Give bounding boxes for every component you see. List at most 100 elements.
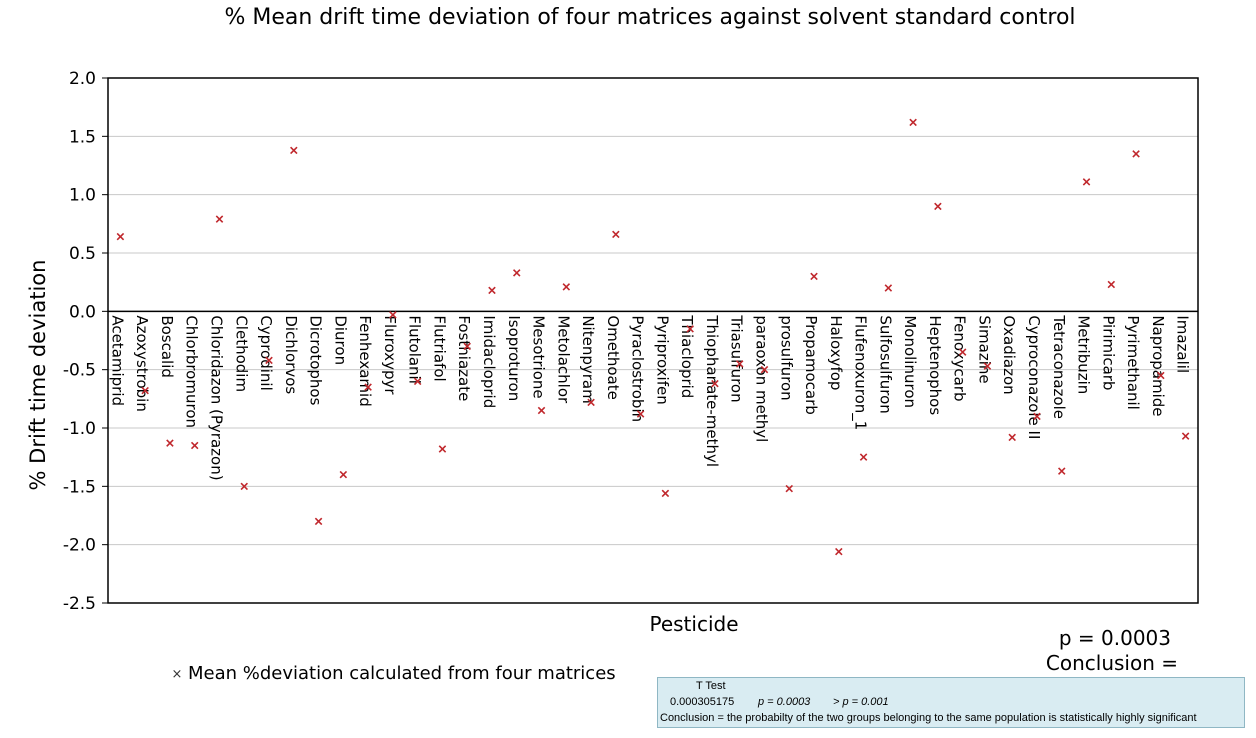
data-point <box>934 202 942 211</box>
y-axis-label: % Drift time deviation <box>26 260 50 491</box>
x-tick-label: Pyraclostrobin <box>629 315 647 422</box>
x-tick-label: Diuron <box>331 315 349 365</box>
y-tick-label: -2.0 <box>63 536 96 556</box>
t-test-threshold: > p = 0.001 <box>833 696 889 708</box>
x-tick-label: Oxadiazon <box>1000 315 1018 394</box>
x-tick-label: Nitenpyram <box>579 315 597 403</box>
data-point <box>215 215 224 223</box>
x-tick-label: Thiacloprid <box>678 314 696 398</box>
x-tick-label: Flutolanil <box>406 315 424 384</box>
x-tick-label: Flutriafol <box>430 315 448 381</box>
data-point <box>612 230 620 239</box>
data-point <box>1057 467 1066 475</box>
t-test-title: T Test <box>696 680 726 692</box>
conclusion-annotation: Conclusion = <box>1046 651 1178 675</box>
x-tick-label: Imidacloprid <box>480 315 498 408</box>
x-tick-label: Chlorbromuron <box>183 315 201 428</box>
data-point <box>290 146 298 155</box>
data-point <box>190 441 199 450</box>
data-point <box>1132 150 1140 158</box>
p-value-annotation: p = 0.0003 <box>1059 626 1171 650</box>
y-tick-label: -1.0 <box>63 419 96 439</box>
data-point <box>661 489 670 498</box>
y-tick-label: -2.5 <box>63 594 96 614</box>
data-point <box>1157 371 1165 380</box>
x-tick-label: Flufenoxuron_1 <box>851 315 870 430</box>
data-point <box>835 547 843 556</box>
x-tick-label: Tetraconazole <box>1050 314 1068 419</box>
y-tick-label: 0.0 <box>69 302 96 322</box>
data-point <box>265 356 273 365</box>
x-tick-label: Isoproturon <box>505 315 523 401</box>
data-point <box>141 386 149 395</box>
y-axis-ticks: 2.0 1.5 1.0 0.5 0.0 -0.5 -1.0 -1.5 -2.0 -2.5 <box>63 69 108 614</box>
y-tick-label: 1.0 <box>69 186 96 206</box>
x-tick-label: Clethodim <box>232 315 250 392</box>
data-point <box>884 284 893 292</box>
data-point <box>859 453 868 461</box>
x-tick-label: Mesotrione <box>530 315 548 398</box>
x-tick-label: paraoxon methyl <box>752 315 770 442</box>
t-test-raw-value: 0.000305175 <box>670 696 735 708</box>
x-tick-label: Simazine <box>975 315 993 383</box>
x-tick-label: Pirimicarb <box>1099 315 1117 390</box>
data-point <box>364 383 372 391</box>
data-point <box>116 232 125 241</box>
x-tick-label: prosulfuron <box>777 315 795 400</box>
data-point <box>1181 432 1190 440</box>
x-tick-label: Thiophanate-methyl <box>703 314 721 467</box>
x-tick-label: Dichlorvos <box>282 315 300 394</box>
x-tick-label: Imazalil <box>1174 315 1192 373</box>
data-point <box>240 482 249 491</box>
y-tick-label: 2.0 <box>69 69 96 89</box>
x-tick-label: Fenhexamid <box>356 315 374 406</box>
data-point <box>488 286 496 295</box>
x-tick-label: Heptenophos <box>926 315 944 415</box>
data-point <box>314 517 323 526</box>
t-test-conclusion: Conclusion = the probabilty of the two g… <box>660 712 1197 724</box>
data-point <box>983 362 992 370</box>
data-point <box>389 311 397 319</box>
x-tick-label: Boscalid <box>158 315 176 378</box>
y-tick-label: 1.5 <box>69 127 96 147</box>
x-tick-label: Cyproconazole II <box>1025 315 1043 439</box>
x-tick-label: Chloridazon (Pyrazon) <box>207 315 225 480</box>
data-point <box>339 470 348 479</box>
t-test-p-value: p = 0.0003 <box>758 696 811 708</box>
data-point <box>587 398 595 407</box>
data-point <box>958 348 967 356</box>
x-tick-label: Metolachlor <box>554 315 572 404</box>
x-tick-label: Metribuzin <box>1075 315 1093 394</box>
data-point <box>1008 433 1016 442</box>
x-tick-label: Fosthiazate <box>455 315 473 401</box>
x-axis-category-labels: Acetamiprid Azoxystrobin Boscalid Chlorbrom… <box>108 314 1191 480</box>
x-tick-label: Cyprodinil <box>257 315 275 390</box>
grid <box>108 135 1198 546</box>
data-point <box>760 365 769 374</box>
x-tick-label: Monolinuron <box>901 315 919 408</box>
x-tick-label: Propamocarb <box>802 315 820 414</box>
x-tick-label: Napropamide <box>1149 315 1167 416</box>
data-point <box>686 325 694 333</box>
x-tick-label: Azoxystrobin <box>133 315 151 412</box>
legend-marker: × <box>172 667 183 682</box>
data-point <box>537 406 546 415</box>
plot-area <box>107 77 1199 604</box>
t-test-panel: T Test 0.000305175 p = 0.0003 > p = 0.00… <box>657 677 1245 728</box>
x-tick-label: Triasulfuron <box>728 314 746 402</box>
data-point <box>166 439 174 447</box>
data-point <box>785 484 794 493</box>
data-point <box>636 410 645 418</box>
data-point <box>735 360 744 368</box>
x-tick-label: Acetamiprid <box>108 315 126 406</box>
data-points <box>116 118 1190 556</box>
y-tick-label: 0.5 <box>69 244 96 264</box>
x-tick-label: Haloxyfop <box>827 315 845 390</box>
data-point <box>562 283 571 291</box>
chart-title: % Mean drift time deviation of four matr… <box>224 5 1075 30</box>
data-point <box>1033 412 1041 421</box>
x-tick-label: Dicrotophos <box>307 315 325 405</box>
x-tick-label: Pyriproxifen <box>653 315 671 404</box>
data-point <box>810 272 818 281</box>
